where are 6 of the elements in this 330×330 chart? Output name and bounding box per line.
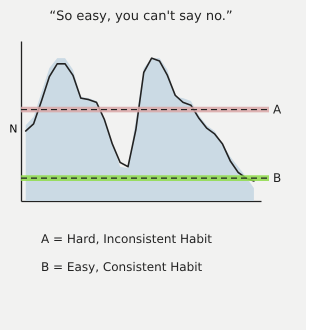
ref-line-label: B [273,171,282,186]
chart-title: “So easy, you can't say no.” [49,9,233,24]
ref-line-label: A [273,102,282,117]
text: B = Easy, Consistent Habit [41,260,203,274]
text: A = Hard, Inconsistent Habit [41,232,212,246]
y-axis-title: N [9,122,18,136]
